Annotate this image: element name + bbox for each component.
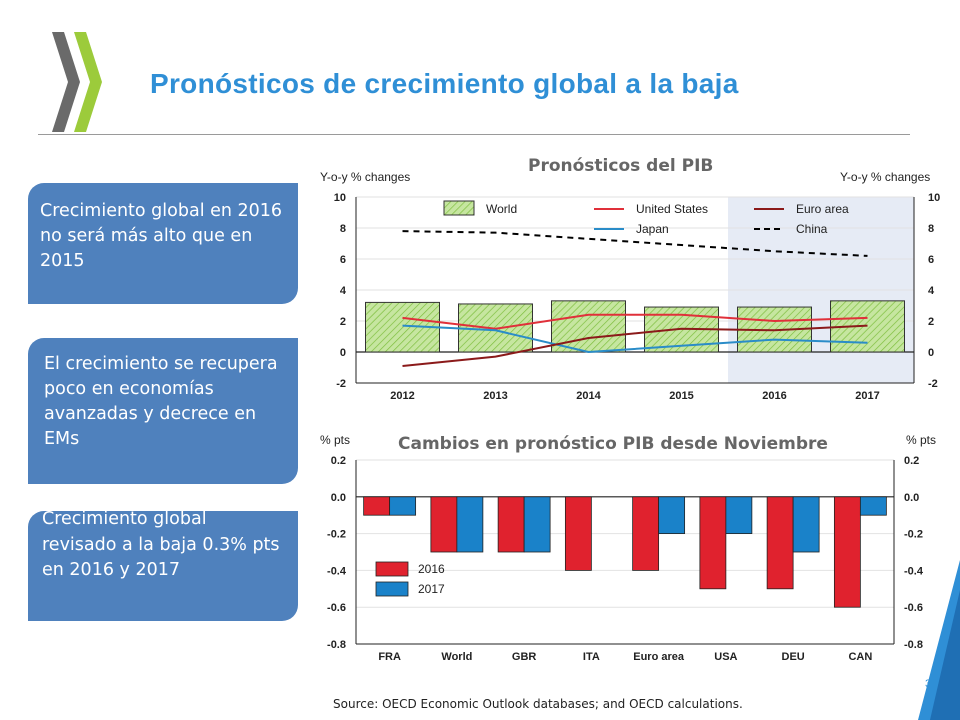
y-tick-left: 0.0 [331, 492, 346, 504]
y-tick-right: -0.8 [904, 639, 923, 651]
x-tick-label: 2015 [669, 390, 693, 402]
x-tick-label: FRA [378, 651, 401, 663]
y-tick-right: -2 [928, 378, 938, 390]
bar-2016 [833, 496, 861, 608]
y-tick-left: -0.4 [327, 565, 347, 577]
legend-swatch [375, 561, 409, 577]
y-tick-left: -0.8 [327, 639, 346, 651]
legend-label: United States [636, 202, 708, 216]
bar-2017 [523, 496, 551, 553]
y-tick-right: 4 [928, 285, 935, 297]
bar-2017 [859, 496, 887, 516]
x-tick-label: GBR [512, 651, 537, 663]
bar-2017 [389, 496, 417, 516]
corner-accent-icon [918, 560, 960, 720]
bar-2016 [363, 496, 391, 516]
y-tick-left: -2 [336, 378, 346, 390]
y-tick-right: 6 [928, 254, 934, 266]
y-tick-left: 4 [340, 285, 347, 297]
y-tick-right: 8 [928, 223, 934, 235]
oecd-logo-icon [52, 32, 102, 132]
y-tick-left: -0.2 [327, 529, 346, 541]
y-tick-left: -0.6 [327, 602, 346, 614]
x-tick-label: 2016 [762, 390, 786, 402]
y-tick-left: 0.2 [331, 455, 346, 467]
x-tick-label: World [441, 651, 472, 663]
bar-2017 [658, 496, 686, 535]
bar-2017 [456, 496, 484, 553]
revision-chart-title: Cambios en pronóstico PIB desde Noviembr… [398, 434, 828, 454]
y-axis-label-left: % pts [320, 433, 350, 447]
x-tick-label: 2013 [483, 390, 507, 402]
bar-2016 [766, 496, 794, 590]
bar-2017 [792, 496, 820, 553]
callout-text: El crecimiento se recupera poco en econo… [44, 354, 278, 449]
y-tick-right: 0.0 [904, 492, 919, 504]
x-tick-label: 2017 [855, 390, 879, 402]
x-tick-label: DEU [782, 651, 805, 663]
legend-swatch [375, 581, 409, 597]
y-axis-label-right: % pts [906, 433, 936, 447]
bar-2017 [725, 496, 753, 535]
legend-swatch [443, 200, 475, 216]
y-tick-right: 0.2 [904, 455, 919, 467]
world-bar [551, 300, 626, 353]
x-tick-label: Euro area [633, 651, 685, 663]
y-axis-label-right: Y-o-y % changes [840, 170, 930, 184]
bar-2016 [699, 496, 727, 590]
forecast-revision-chart: -0.8 -0.8 -0.6 -0.6 -0.4 -0.4 -0.2 -0.2 0.0 0.0 0.… [320, 433, 936, 663]
x-tick-label: 2014 [576, 390, 601, 402]
y-axis-label-left: Y-o-y % changes [320, 170, 410, 184]
gdp-forecast-chart: -2 -2 0 0 2 2 4 4 6 6 8 8 10 10 Y-o-y % changes Y-o-y %… [320, 170, 940, 402]
gdp-chart-title: Pronósticos del PIB [528, 156, 714, 176]
y-tick-right: 2 [928, 316, 934, 328]
y-tick-left: 10 [334, 192, 346, 204]
legend-label: 2016 [418, 562, 445, 576]
title-divider [38, 134, 910, 135]
bar-2016 [430, 496, 458, 553]
callout-advanced-economies: El crecimiento se recupera poco en econo… [28, 338, 298, 484]
bar-2016 [497, 496, 525, 553]
callout-text: Crecimiento global en 2016 no será más a… [40, 201, 283, 271]
y-tick-left: 2 [340, 316, 346, 328]
legend-label: Japan [636, 222, 669, 236]
y-tick-left: 0 [340, 347, 346, 359]
slide-title: Pronósticos de crecimiento global a la b… [150, 68, 739, 99]
callout-global-growth: Crecimiento global en 2016 no será más a… [28, 183, 298, 304]
x-tick-label: CAN [848, 651, 872, 663]
legend-label: Euro area [796, 202, 849, 216]
y-tick-left: 6 [340, 254, 346, 266]
legend-label: 2017 [418, 582, 445, 596]
callout-text: Crecimiento global revisado a la baja 0.… [42, 509, 280, 580]
legend-label: China [796, 222, 828, 236]
x-tick-label: ITA [583, 651, 600, 663]
series-line-euro-area [402, 324, 868, 367]
bar-2016 [564, 496, 592, 571]
series-line-china [402, 230, 868, 257]
y-tick-left: 8 [340, 223, 346, 235]
bar-2016 [632, 496, 660, 571]
series-line-united-states [402, 313, 868, 330]
x-tick-label: 2012 [390, 390, 414, 402]
callout-revision: Crecimiento global revisado a la baja 0.… [28, 509, 298, 621]
y-tick-right: -0.4 [904, 565, 924, 577]
y-tick-right: 0 [928, 347, 934, 359]
y-tick-right: -0.2 [904, 529, 923, 541]
legend-label: World [486, 202, 517, 216]
series-line-japan [402, 324, 868, 354]
source-note: Source: OECD Economic Outlook databases;… [333, 697, 743, 711]
y-tick-right: -0.6 [904, 602, 923, 614]
x-tick-label: USA [714, 651, 737, 663]
y-tick-right: 10 [928, 192, 940, 204]
